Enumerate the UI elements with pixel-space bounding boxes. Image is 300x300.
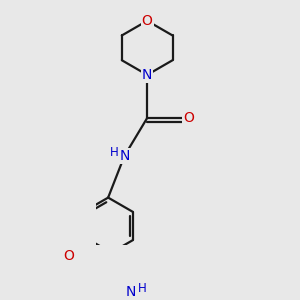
Text: O: O bbox=[183, 111, 194, 125]
Text: H: H bbox=[138, 282, 147, 295]
Text: N: N bbox=[126, 285, 136, 299]
Text: O: O bbox=[63, 249, 74, 263]
Text: N: N bbox=[142, 68, 152, 82]
Text: H: H bbox=[110, 146, 118, 159]
Text: O: O bbox=[142, 14, 153, 28]
Text: N: N bbox=[119, 149, 130, 163]
